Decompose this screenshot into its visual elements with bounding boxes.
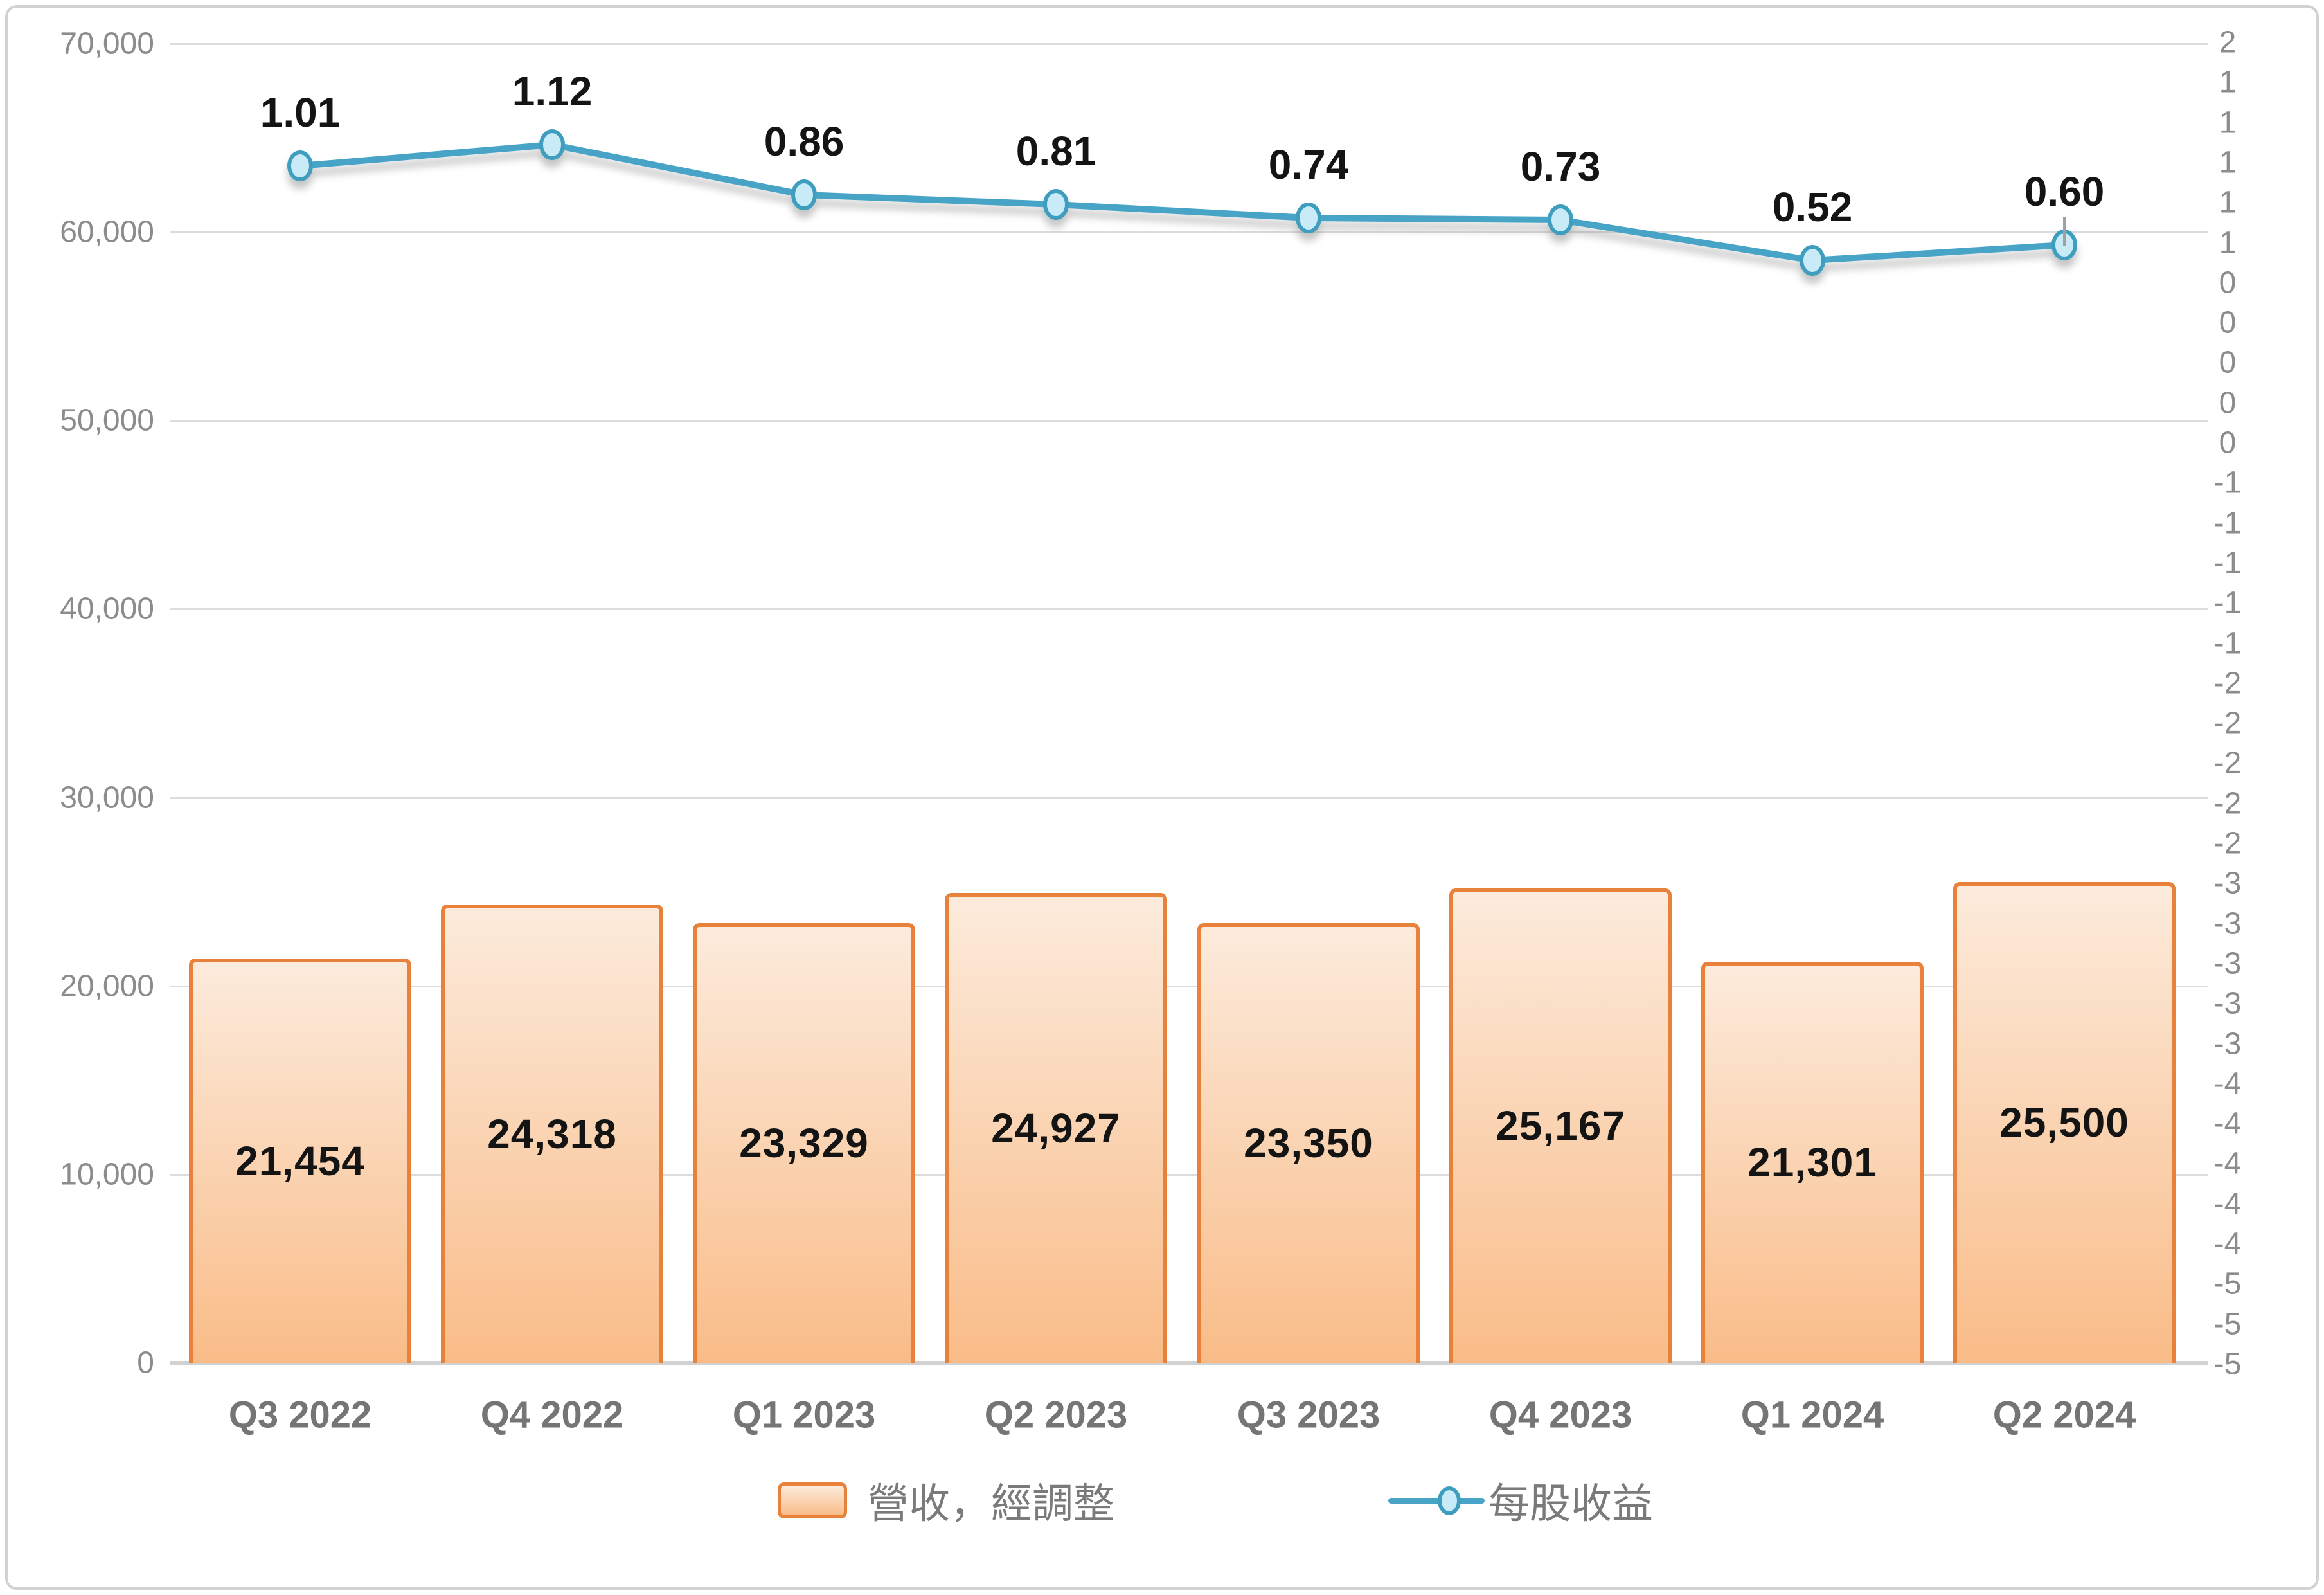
right-axis-tick: -3 <box>2213 866 2242 901</box>
right-axis-tick: 1 <box>2219 105 2237 140</box>
eps-value-label: 1.12 <box>512 68 593 114</box>
bar-value-label: 23,329 <box>739 1120 869 1166</box>
gridline <box>170 43 2208 45</box>
right-axis-tick: 2 <box>2219 25 2237 60</box>
gridline <box>170 797 2208 799</box>
bar-value-label: 23,350 <box>1244 1120 1373 1166</box>
left-axis-tick: 0 <box>137 1346 154 1380</box>
left-axis-tick: 50,000 <box>60 403 154 438</box>
revenue-bar[interactable] <box>189 959 411 1363</box>
revenue-bar[interactable] <box>945 893 1167 1363</box>
right-axis-tick: 0 <box>2219 345 2237 380</box>
right-axis-tick: -5 <box>2213 1266 2242 1301</box>
revenue-bar[interactable] <box>693 923 915 1363</box>
legend: 營收，經調整 每股收益 <box>0 1473 2324 1527</box>
eps-marker[interactable] <box>1800 245 1825 276</box>
bar-value-label: 25,500 <box>1999 1099 2129 1146</box>
right-axis-tick: -3 <box>2213 986 2242 1021</box>
eps-marker[interactable] <box>1548 204 1573 235</box>
bar-value-label: 24,318 <box>487 1111 617 1157</box>
right-axis-tick: 0 <box>2219 266 2237 300</box>
right-axis-tick: -2 <box>2213 826 2242 861</box>
right-axis-tick: -1 <box>2213 465 2242 500</box>
eps-marker[interactable] <box>539 129 565 160</box>
right-axis-tick: -4 <box>2213 1106 2242 1141</box>
left-axis-tick: 30,000 <box>60 780 154 815</box>
eps-marker[interactable] <box>1043 189 1069 220</box>
x-axis-label: Q3 2022 <box>228 1394 372 1436</box>
right-axis-tick: 1 <box>2219 185 2237 220</box>
right-axis-tick: 0 <box>2219 305 2237 340</box>
legend-line-marker-icon <box>1438 1486 1461 1515</box>
gridline <box>170 420 2208 422</box>
right-axis-tick: -2 <box>2213 786 2242 821</box>
right-axis-tick: -2 <box>2213 666 2242 701</box>
bar-value-label: 25,167 <box>1496 1103 1625 1149</box>
right-axis-tick: -3 <box>2213 946 2242 981</box>
gridline <box>170 231 2208 233</box>
revenue-bar[interactable] <box>1449 888 1672 1363</box>
eps-value-label: 1.01 <box>260 89 341 136</box>
eps-marker[interactable] <box>287 150 313 181</box>
revenue-bar[interactable] <box>441 905 663 1363</box>
right-axis-tick: 0 <box>2219 426 2237 460</box>
x-axis-label: Q4 2023 <box>1488 1394 1632 1436</box>
bar-value-label: 21,454 <box>235 1138 365 1184</box>
right-axis-tick: -1 <box>2213 546 2242 581</box>
revenue-bar[interactable] <box>1701 962 1924 1363</box>
eps-marker[interactable] <box>1296 203 1321 233</box>
right-axis-tick: -4 <box>2213 1067 2242 1101</box>
bar-value-label: 21,301 <box>1747 1139 1877 1185</box>
eps-value-label: 0.86 <box>764 118 845 165</box>
right-axis-tick: -1 <box>2213 626 2242 660</box>
gridline <box>170 1174 2208 1176</box>
eps-value-label: 0.73 <box>1520 143 1601 190</box>
eps-value-label: 0.74 <box>1268 141 1349 188</box>
right-axis-tick: -2 <box>2213 746 2242 780</box>
right-axis-tick: -5 <box>2213 1347 2242 1382</box>
left-axis-tick: 40,000 <box>60 591 154 626</box>
legend-line-sample[interactable] <box>1388 1498 1485 1504</box>
right-axis-tick: -3 <box>2213 1027 2242 1061</box>
right-axis-tick: 1 <box>2219 226 2237 260</box>
right-axis-tick: -1 <box>2213 586 2242 620</box>
bar-value-label: 24,927 <box>991 1105 1121 1151</box>
gridline <box>170 608 2208 610</box>
right-axis-tick: -1 <box>2213 506 2242 541</box>
right-axis-tick: -5 <box>2213 1307 2242 1342</box>
legend-line-label[interactable]: 每股收益 <box>1488 1481 1653 1527</box>
legend-bar-label[interactable]: 營收，經調整 <box>868 1481 1114 1527</box>
x-axis-label: Q1 2024 <box>1740 1394 1884 1436</box>
x-axis-label: Q3 2023 <box>1237 1394 1381 1436</box>
eps-value-label: 0.52 <box>1772 184 1853 230</box>
x-axis-label: Q2 2023 <box>984 1394 1128 1436</box>
right-axis-tick: 1 <box>2219 65 2237 100</box>
legend-bar-swatch[interactable] <box>778 1482 847 1518</box>
eps-value-label: 0.81 <box>1015 128 1096 174</box>
right-axis-tick: 1 <box>2219 145 2237 180</box>
right-axis-tick: 0 <box>2219 386 2237 420</box>
eps-value-label: 0.60 <box>2024 168 2105 215</box>
left-axis-tick: 10,000 <box>60 1157 154 1192</box>
x-axis-label: Q2 2024 <box>1992 1394 2136 1436</box>
x-axis-label: Q1 2023 <box>732 1394 876 1436</box>
right-axis-tick: -4 <box>2213 1227 2242 1261</box>
left-axis-tick: 20,000 <box>60 969 154 1004</box>
right-axis-tick: -3 <box>2213 906 2242 941</box>
right-axis-tick: -4 <box>2213 1187 2242 1221</box>
right-axis-tick: -2 <box>2213 706 2242 741</box>
eps-marker[interactable] <box>791 179 817 210</box>
x-axis-line <box>170 1361 2208 1365</box>
left-axis-tick: 70,000 <box>60 26 154 61</box>
revenue-bar[interactable] <box>1197 923 1420 1363</box>
left-axis-tick: 60,000 <box>60 215 154 249</box>
eps-line[interactable] <box>299 141 2065 264</box>
gridline <box>170 986 2208 987</box>
x-axis-label: Q4 2022 <box>480 1394 624 1436</box>
revenue-bar[interactable] <box>1953 882 2176 1363</box>
right-axis-tick: -4 <box>2213 1146 2242 1181</box>
